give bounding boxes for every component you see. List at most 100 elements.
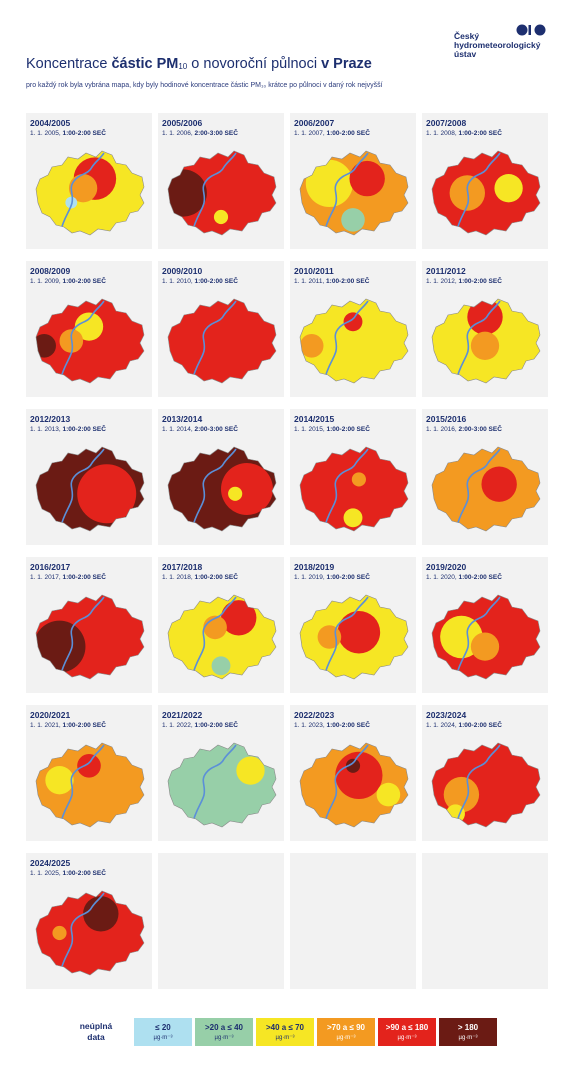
legend-unit: µg·m⁻³: [153, 1035, 173, 1041]
prague-pm10-map: [35, 446, 145, 532]
map-panel: 2016/2017 1. 1. 2017, 1:00-2:00 SEČ: [26, 557, 152, 693]
prague-pm10-map: [35, 890, 145, 976]
map-panel: 2012/2013 1. 1. 2013, 1:00-2:00 SEČ: [26, 409, 152, 545]
vltava-river: [191, 300, 237, 382]
concentration-area: [337, 610, 381, 654]
concentration-area: [83, 896, 119, 932]
concentration-area: [351, 472, 366, 487]
map-base-area: [168, 743, 276, 827]
prague-boundary: [431, 150, 541, 236]
prague-boundary: [35, 150, 145, 236]
panel-date: 1. 1. 2008, 1:00-2:00 SEČ: [426, 130, 502, 137]
prague-pm10-map: [299, 298, 409, 384]
legend-item: >40 a ≤ 70 µg·m⁻³: [256, 1018, 314, 1046]
vltava-river: [455, 300, 501, 382]
chmu-logo: Český hydrometeorologický ústav: [454, 22, 564, 62]
concentration-area: [317, 625, 342, 649]
map-base-area: [168, 299, 276, 383]
panel-date: 1. 1. 2023, 1:00-2:00 SEČ: [294, 722, 370, 729]
prague-boundary: [431, 594, 541, 680]
panel-season: 2023/2024: [426, 710, 467, 720]
concentration-area: [211, 656, 231, 676]
prague-pm10-map: [35, 298, 145, 384]
legend-item: >20 a ≤ 40 µg·m⁻³: [195, 1018, 253, 1046]
prague-boundary: [299, 446, 409, 532]
legend-range: > 180: [457, 1023, 479, 1032]
panel-season: 2016/2017: [30, 562, 71, 572]
panel-season: 2007/2008: [426, 118, 467, 128]
prague-boundary: [431, 446, 541, 532]
page-title: Koncentrace částic PM10 o novoroční půln…: [26, 56, 372, 72]
prague-boundary: [35, 446, 145, 532]
panel-season: 2015/2016: [426, 414, 467, 424]
prague-pm10-map: [167, 150, 277, 236]
panel-date: 1. 1. 2006, 2:00-3:00 SEČ: [162, 130, 238, 137]
concentration-area: [77, 754, 101, 778]
panel-date: 1. 1. 2010, 1:00-2:00 SEČ: [162, 278, 238, 285]
concentration-area: [345, 758, 361, 773]
map-panel: 2018/2019 1. 1. 2019, 1:00-2:00 SEČ: [290, 557, 416, 693]
concentration-area: [36, 620, 86, 673]
panel-season: 2010/2011: [294, 266, 334, 276]
map-grid: 2004/2005 1. 1. 2005, 1:00-2:00 SEČ 2005/2…: [26, 113, 548, 989]
map-panel: 2024/2025 1. 1. 2025, 1:00-2:00 SEČ: [26, 853, 152, 989]
prague-boundary: [167, 446, 277, 532]
prague-boundary: [431, 742, 541, 828]
empty-panel: [158, 853, 284, 989]
prague-boundary: [167, 742, 277, 828]
prague-pm10-map: [167, 298, 277, 384]
panel-season: 2018/2019: [294, 562, 335, 572]
prague-pm10-map: [35, 150, 145, 236]
legend: neúplná data ≤ 20 µg·m⁻³ >20 a ≤ 40 µg·m⁻³ >…: [26, 1015, 548, 1051]
concentration-area: [343, 312, 363, 332]
legend-item: ≤ 20 µg·m⁻³: [134, 1018, 192, 1046]
prague-pm10-map: [431, 742, 541, 828]
map-panel: 2023/2024 1. 1. 2024, 1:00-2:00 SEČ: [422, 705, 548, 841]
prague-boundary: [35, 594, 145, 680]
panel-season: 2024/2025: [30, 858, 71, 868]
concentration-area: [341, 208, 365, 232]
legend-unit: µg·m⁻³: [336, 1035, 356, 1041]
panel-date: 1. 1. 2011, 1:00-2:00 SEČ: [294, 278, 370, 285]
map-base-area: [432, 743, 540, 827]
panel-date: 1. 1. 2014, 2:00-3:00 SEČ: [162, 426, 238, 433]
map-panel: 2021/2022 1. 1. 2022, 1:00-2:00 SEČ: [158, 705, 284, 841]
vltava-river: [323, 596, 369, 678]
vltava-river: [59, 596, 105, 678]
concentration-area: [221, 600, 257, 636]
map-panel: 2011/2012 1. 1. 2012, 1:00-2:00 SEČ: [422, 261, 548, 397]
panel-date: 1. 1. 2020, 1:00-2:00 SEČ: [426, 574, 502, 581]
concentration-area: [77, 464, 137, 524]
concentration-area: [45, 766, 74, 795]
vltava-river: [455, 596, 501, 678]
panel-date: 1. 1. 2016, 2:00-3:00 SEČ: [426, 426, 502, 433]
concentration-area: [305, 159, 353, 207]
prague-pm10-map: [35, 594, 145, 680]
prague-pm10-map: [299, 742, 409, 828]
panel-season: 2011/2012: [426, 266, 466, 276]
prague-boundary: [299, 742, 409, 828]
concentration-area: [343, 508, 363, 528]
legend-range: ≤ 20: [155, 1023, 171, 1032]
legend-item: >90 a ≤ 180 µg·m⁻³: [378, 1018, 436, 1046]
vltava-river: [59, 300, 105, 382]
panel-season: 2014/2015: [294, 414, 335, 424]
map-panel: 2013/2014 1. 1. 2014, 2:00-3:00 SEČ: [158, 409, 284, 545]
panel-date: 1. 1. 2021, 1:00-2:00 SEČ: [30, 722, 106, 729]
concentration-area: [52, 925, 67, 941]
concentration-area: [470, 331, 500, 360]
header: Koncentrace částic PM10 o novoroční půln…: [26, 0, 574, 110]
prague-pm10-map: [299, 150, 409, 236]
prague-pm10-map: [431, 594, 541, 680]
prague-boundary: [167, 298, 277, 384]
prague-boundary: [167, 150, 277, 236]
concentration-area: [376, 782, 401, 807]
panel-date: 1. 1. 2007, 1:00-2:00 SEČ: [294, 130, 370, 137]
panel-date: 1. 1. 2013, 1:00-2:00 SEČ: [30, 426, 106, 433]
empty-panel: [422, 853, 548, 989]
concentration-area: [443, 776, 480, 813]
concentration-area: [213, 209, 229, 225]
legend-unit: µg·m⁻³: [275, 1035, 295, 1041]
panel-date: 1. 1. 2018, 1:00-2:00 SEČ: [162, 574, 238, 581]
panel-season: 2022/2023: [294, 710, 335, 720]
